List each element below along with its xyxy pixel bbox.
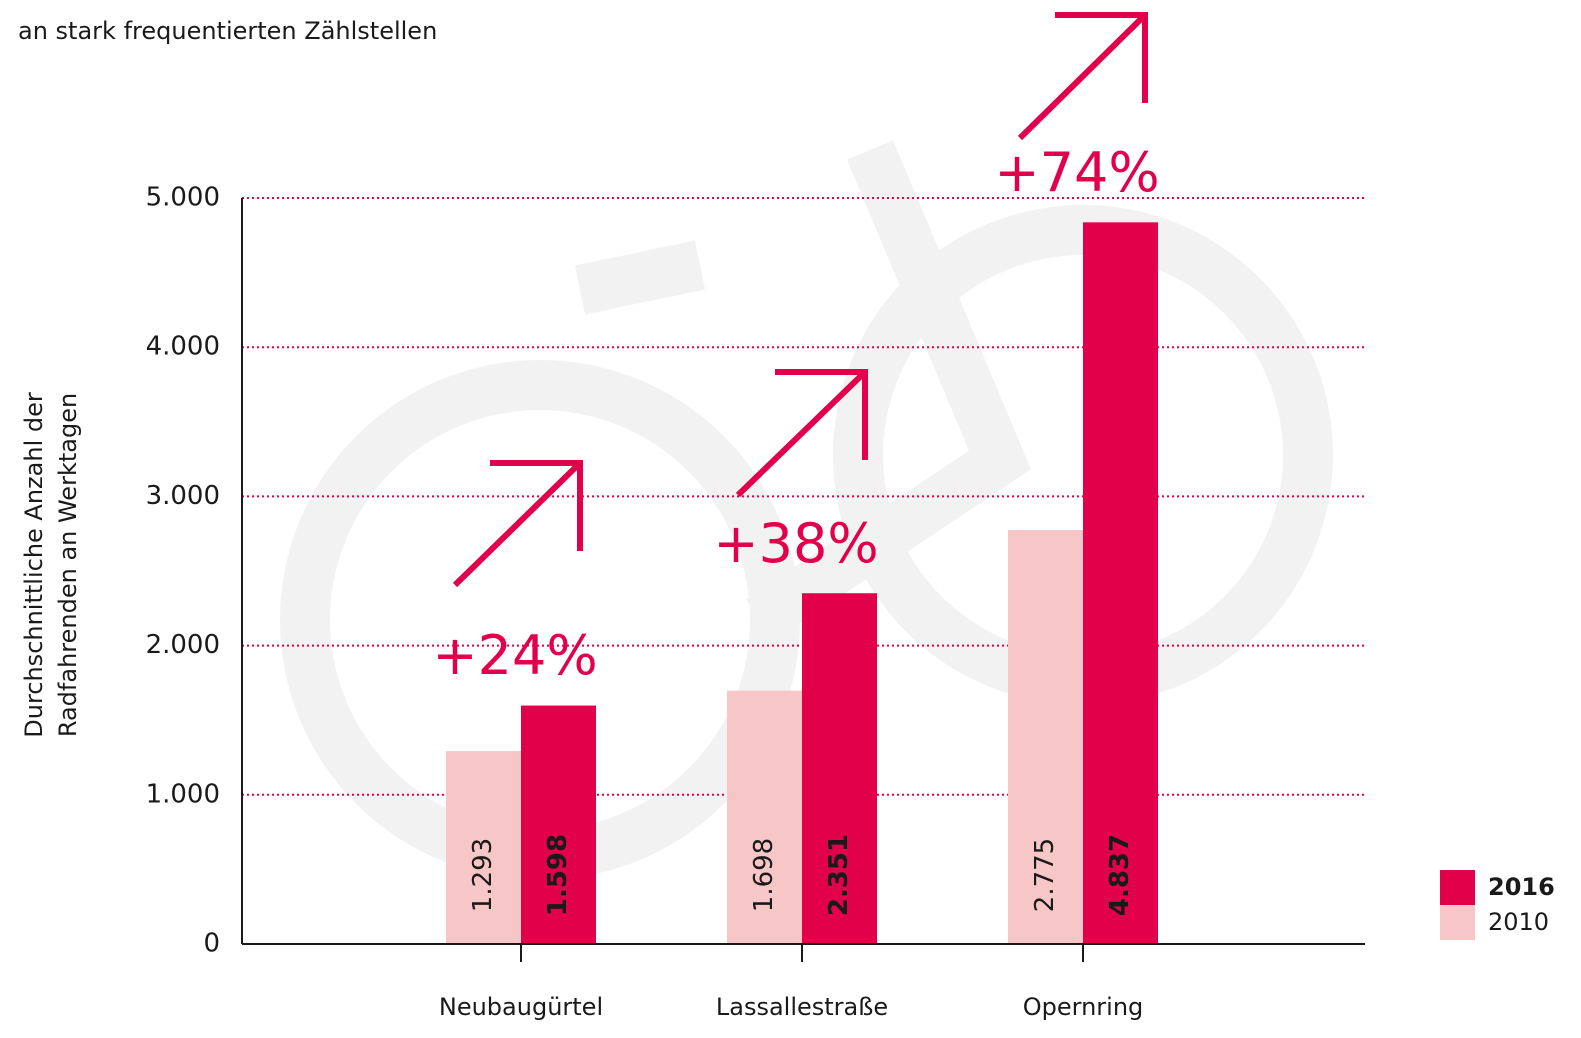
value-label: 4.837 [1105,834,1135,916]
legend-swatch [1440,870,1475,905]
value-label: 2.351 [824,834,854,916]
chart-subtitle: an stark frequentierten Zählstellen [18,17,437,45]
y-axis-title-line: Durchschnittliche Anzahl der [20,392,48,738]
y-tick-label: 2.000 [146,630,220,660]
growth-arrow [1020,15,1145,138]
y-tick-label: 0 [203,929,220,959]
y-axis-title: Durchschnittliche Anzahl der Radfahrende… [20,392,82,738]
legend-label: 2010 [1488,908,1549,936]
growth-label: +38% [713,512,878,575]
growth-label: +24% [432,624,597,687]
legend-label: 2016 [1488,873,1555,901]
growth-arrow [455,463,580,585]
x-tick-label: Opernring [1023,993,1144,1021]
value-label: 2.775 [1030,838,1060,912]
y-tick-label: 1.000 [146,779,220,809]
value-label: 1.293 [468,838,498,912]
y-tick-label: 4.000 [146,332,220,362]
x-tick-label: Lassallestraße [716,993,888,1021]
value-label: 1.598 [543,834,573,916]
growth-label: +74% [994,141,1159,204]
y-tick-label: 5.000 [146,183,220,213]
legend-swatch [1440,905,1475,940]
y-tick-label: 3.000 [146,481,220,511]
value-label: 1.698 [749,838,779,912]
y-axis-title-line: Radfahrenden an Werktagen [54,393,82,737]
x-tick-label: Neubaugürtel [439,993,603,1021]
chart: an stark frequentierten Zählstellen Durc… [0,0,1581,1038]
